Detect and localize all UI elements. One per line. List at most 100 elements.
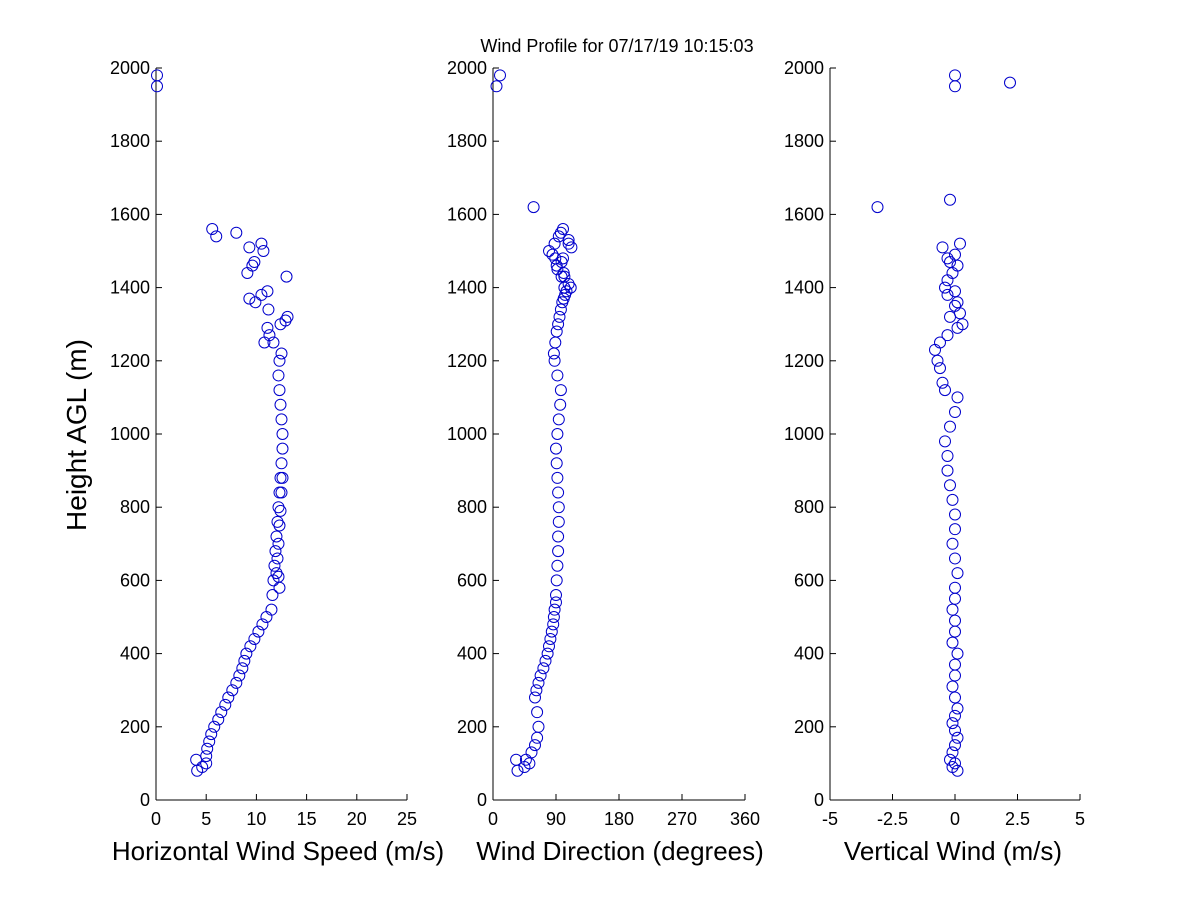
data-point bbox=[949, 69, 961, 82]
y-tick-label: 1400 bbox=[110, 278, 150, 298]
y-tick-label: 400 bbox=[120, 644, 150, 664]
data-point bbox=[939, 435, 951, 448]
data-point bbox=[949, 625, 961, 638]
data-point bbox=[934, 362, 946, 375]
data-point bbox=[949, 406, 961, 419]
data-point bbox=[934, 336, 946, 349]
data-point bbox=[532, 720, 545, 733]
data-point bbox=[956, 318, 969, 331]
data-point bbox=[547, 347, 560, 360]
data-point bbox=[272, 369, 285, 382]
y-tick-label: 800 bbox=[457, 497, 487, 517]
data-point bbox=[541, 647, 554, 660]
data-point bbox=[552, 318, 565, 331]
data-point bbox=[549, 336, 562, 349]
data-point bbox=[545, 625, 558, 638]
x-tick-label: 10 bbox=[246, 809, 266, 829]
x-tick-label: 5 bbox=[1075, 809, 1085, 829]
data-point bbox=[212, 713, 225, 726]
data-point bbox=[236, 662, 249, 675]
data-point bbox=[273, 519, 286, 532]
data-point bbox=[565, 241, 578, 254]
x-tick-label: 5 bbox=[201, 809, 211, 829]
panel-vertical-wind: 0 200 400 600 800 1000 1200 1400 1600 1800 2000 -5 -… bbox=[784, 58, 1085, 866]
data-point bbox=[219, 698, 232, 711]
data-point bbox=[941, 288, 954, 301]
data-point bbox=[276, 471, 289, 484]
data-point bbox=[249, 296, 262, 309]
data-point bbox=[551, 263, 564, 276]
data-point bbox=[275, 486, 288, 499]
data-point bbox=[949, 614, 961, 627]
data-point bbox=[949, 709, 961, 722]
y-tick-label: 1000 bbox=[784, 424, 824, 444]
y-tick-label: 1200 bbox=[447, 351, 487, 371]
y-tick-label: 200 bbox=[120, 717, 150, 737]
data-point bbox=[273, 384, 286, 397]
data-point bbox=[946, 636, 959, 649]
data-point bbox=[215, 706, 228, 719]
data-point bbox=[951, 391, 964, 404]
y-tick-label: 1000 bbox=[110, 424, 150, 444]
data-point bbox=[531, 731, 544, 744]
data-point bbox=[550, 457, 563, 470]
data-point bbox=[266, 589, 279, 602]
y-tick-label: 1200 bbox=[110, 351, 150, 371]
data-point bbox=[946, 266, 959, 279]
x-tick-label: 0 bbox=[488, 809, 498, 829]
data-point bbox=[941, 449, 954, 462]
data-point bbox=[941, 329, 954, 342]
data-point bbox=[226, 684, 239, 697]
y-tick-label: 400 bbox=[794, 644, 824, 664]
y-tick-label: 1400 bbox=[784, 278, 824, 298]
data-point bbox=[261, 285, 274, 298]
data-point bbox=[949, 80, 961, 93]
data-point bbox=[257, 245, 270, 257]
data-point bbox=[548, 603, 561, 616]
y-tick-label: 1600 bbox=[784, 204, 824, 224]
data-point bbox=[272, 537, 285, 550]
x-tick-label: 20 bbox=[347, 809, 367, 829]
data-point bbox=[537, 662, 550, 675]
data-point bbox=[268, 559, 281, 572]
data-point bbox=[554, 384, 567, 397]
data-point bbox=[206, 223, 219, 236]
data-point bbox=[240, 647, 253, 660]
data-point bbox=[951, 567, 964, 580]
y-tick-label: 800 bbox=[794, 497, 824, 517]
data-point bbox=[946, 603, 959, 616]
data-point bbox=[275, 413, 288, 426]
y-tick-label: 600 bbox=[457, 570, 487, 590]
data-point bbox=[529, 691, 541, 704]
data-point bbox=[269, 545, 282, 558]
data-point bbox=[944, 310, 956, 323]
data-point bbox=[267, 336, 280, 349]
data-point bbox=[936, 241, 949, 254]
data-point bbox=[255, 288, 268, 301]
y-tick-label: 600 bbox=[794, 570, 824, 590]
data-point bbox=[248, 255, 261, 268]
data-point bbox=[949, 592, 961, 605]
x-tick-label: 0 bbox=[151, 809, 161, 829]
data-point bbox=[261, 321, 274, 334]
data-point bbox=[949, 581, 961, 594]
y-tick-label: 200 bbox=[794, 717, 824, 737]
data-point bbox=[941, 274, 954, 287]
data-point bbox=[281, 310, 294, 323]
data-point bbox=[552, 530, 565, 543]
x-tick-label: 2.5 bbox=[1005, 809, 1030, 829]
data-point bbox=[243, 292, 256, 305]
data-point bbox=[946, 537, 959, 550]
y-tick-label: 1000 bbox=[447, 424, 487, 444]
data-point bbox=[949, 552, 961, 565]
panel-horizontal-speed: 0 200 400 600 800 1000 1200 1400 1600 1800 2000 0 5 1… bbox=[110, 58, 444, 866]
data-point bbox=[560, 285, 573, 298]
data-point bbox=[551, 428, 564, 440]
data-point bbox=[946, 746, 959, 759]
data-point bbox=[949, 299, 961, 312]
x-tick-label: 360 bbox=[730, 809, 760, 829]
data-point bbox=[554, 226, 567, 239]
data-point bbox=[230, 226, 243, 239]
data-point bbox=[951, 647, 964, 660]
panel-wind-direction: 0 200 400 600 800 1000 1200 1400 1600 1800 2000 0 90… bbox=[447, 58, 764, 866]
